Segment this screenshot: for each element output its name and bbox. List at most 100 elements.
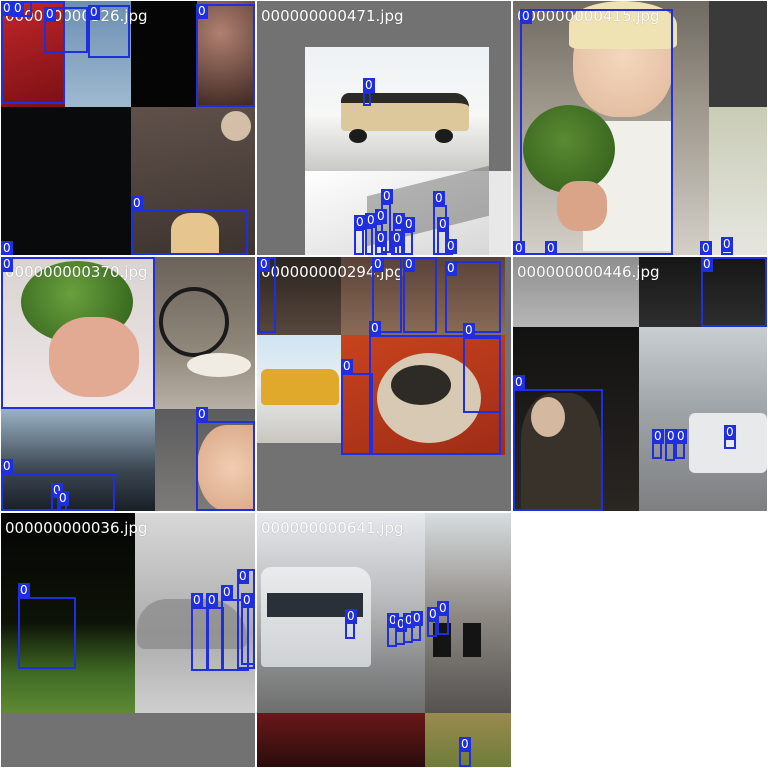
class-label-badge: 0: [437, 601, 449, 616]
detection-box[interactable]: 0: [341, 359, 373, 455]
class-label-badge: 0: [520, 9, 532, 24]
detection-box[interactable]: 0: [12, 1, 32, 17]
class-label-badge: 0: [341, 359, 353, 374]
class-label-badge: 0: [354, 215, 366, 230]
detection-box[interactable]: 0: [391, 231, 403, 255]
detection-box[interactable]: 0: [403, 217, 415, 255]
class-label-badge: 0: [724, 425, 736, 440]
class-label-badge: 0: [206, 593, 218, 608]
class-label-badge: 0: [51, 483, 63, 498]
class-label-badge: 0: [675, 429, 687, 444]
class-label-badge: 0: [381, 189, 393, 204]
class-label-badge: 0: [445, 239, 457, 254]
class-label-badge: 0: [393, 213, 405, 228]
mosaic-tile[interactable]: 000000000415.jpg 0 0 0 0 0: [513, 1, 767, 255]
detection-box[interactable]: 0: [427, 607, 439, 637]
class-label-badge: 0: [1, 1, 13, 16]
class-label-badge: 0: [545, 241, 557, 255]
class-label-badge: 0: [403, 217, 415, 232]
detection-box[interactable]: 0: [88, 5, 130, 58]
detection-box[interactable]: 0: [206, 593, 224, 671]
class-label-badge: 0: [196, 407, 208, 422]
class-label-badge: 0: [411, 611, 423, 626]
detection-box[interactable]: 0: [354, 215, 366, 255]
detection-box[interactable]: 0: [721, 237, 733, 255]
detection-box[interactable]: 0: [365, 213, 377, 255]
detection-box[interactable]: 0: [652, 429, 664, 459]
tile-filename: 000000000294.jpg: [261, 263, 404, 281]
class-label-badge: 0: [375, 231, 387, 246]
class-label-badge: 0: [18, 583, 30, 598]
class-label-badge: 0: [701, 257, 713, 272]
detection-box[interactable]: 0: [372, 257, 402, 333]
detection-box[interactable]: 0: [403, 257, 437, 333]
tile-image: [257, 513, 511, 767]
detection-box[interactable]: 0: [258, 257, 276, 333]
class-label-badge: 0: [387, 613, 399, 628]
class-label-badge: 0: [459, 737, 471, 752]
tile-filename: 000000000415.jpg: [517, 7, 660, 25]
detection-box[interactable]: 0: [191, 593, 209, 671]
detection-box[interactable]: 0: [437, 601, 449, 635]
detection-box[interactable]: 0: [675, 429, 687, 459]
tile-image: [1, 257, 255, 511]
class-label-badge: 0: [363, 78, 375, 93]
class-label-badge: 0: [44, 7, 56, 22]
detection-box[interactable]: 0: [445, 239, 457, 255]
tile-filename: 000000000370.jpg: [5, 263, 148, 281]
detection-box[interactable]: 0: [545, 241, 557, 255]
class-label-badge: 0: [191, 593, 203, 608]
class-label-badge: 0: [721, 237, 733, 252]
detection-box[interactable]: 0: [701, 257, 767, 327]
detection-box[interactable]: 0: [131, 196, 248, 255]
detection-box[interactable]: 0: [665, 429, 677, 461]
tile-filename: 000000000471.jpg: [261, 7, 404, 25]
detection-box[interactable]: 0: [724, 425, 736, 449]
detection-box[interactable]: 0: [513, 375, 603, 511]
class-label-badge: 0: [700, 241, 712, 255]
class-label-badge: 0: [433, 191, 445, 206]
detection-box[interactable]: 0: [520, 9, 673, 255]
class-label-badge: 0: [88, 5, 100, 20]
class-label-badge: 0: [652, 429, 664, 444]
class-label-badge: 0: [403, 613, 415, 628]
detection-box[interactable]: 0: [196, 407, 255, 511]
detection-box[interactable]: 0: [18, 583, 76, 669]
detection-box[interactable]: 0: [700, 241, 712, 255]
mosaic-tile[interactable]: 000000000471.jpg 0 0 0 0 0 0 0 0 0 0 0 0: [257, 1, 511, 255]
mosaic-tile[interactable]: 000000000641.jpg 0 0 0 0 0 0 0 0: [257, 513, 511, 767]
class-label-badge: 0: [375, 209, 387, 224]
detection-box[interactable]: 0: [363, 78, 375, 106]
mosaic-tile[interactable]: 000000000326.jpg 0 0 0 0 0 0 0: [1, 1, 255, 255]
tile-image: [513, 257, 767, 511]
mosaic-tile[interactable]: 000000000446.jpg 0 0 0 0 0 0: [513, 257, 767, 511]
class-label-badge: 0: [1, 241, 13, 255]
detection-box[interactable]: 0: [411, 611, 423, 641]
class-label-badge: 0: [463, 323, 475, 338]
mosaic-tile[interactable]: 000000000036.jpg 0 0 0 0 0 0: [1, 513, 255, 767]
class-label-badge: 0: [258, 257, 270, 272]
detection-box[interactable]: 0: [44, 7, 88, 53]
mosaic-tile[interactable]: 000000000294.jpg 0 0 0 0 0 0 0: [257, 257, 511, 511]
mosaic-tile[interactable]: 000000000370.jpg 0 0 0 0 0: [1, 257, 255, 511]
detection-box[interactable]: 0: [57, 491, 69, 511]
tile-image: [513, 1, 767, 255]
detection-box[interactable]: 0: [345, 609, 357, 639]
tile-filename: 000000000446.jpg: [517, 263, 660, 281]
detection-box[interactable]: 0: [1, 241, 13, 255]
detection-box[interactable]: 0: [375, 231, 387, 255]
detection-box[interactable]: 0: [437, 217, 449, 255]
class-label-badge: 0: [445, 261, 457, 276]
detection-box[interactable]: 0: [1, 257, 155, 409]
detection-box[interactable]: 0: [221, 585, 249, 671]
class-label-badge: 0: [427, 607, 439, 622]
detection-box[interactable]: 0: [513, 241, 525, 255]
detection-box[interactable]: 0: [241, 593, 255, 665]
detection-box[interactable]: 0: [196, 4, 255, 107]
class-label-badge: 0: [241, 593, 253, 608]
detection-box[interactable]: 0: [459, 737, 471, 767]
class-label-badge: 0: [345, 609, 357, 624]
class-label-badge: 0: [365, 213, 377, 228]
detection-box[interactable]: 0: [463, 323, 501, 413]
